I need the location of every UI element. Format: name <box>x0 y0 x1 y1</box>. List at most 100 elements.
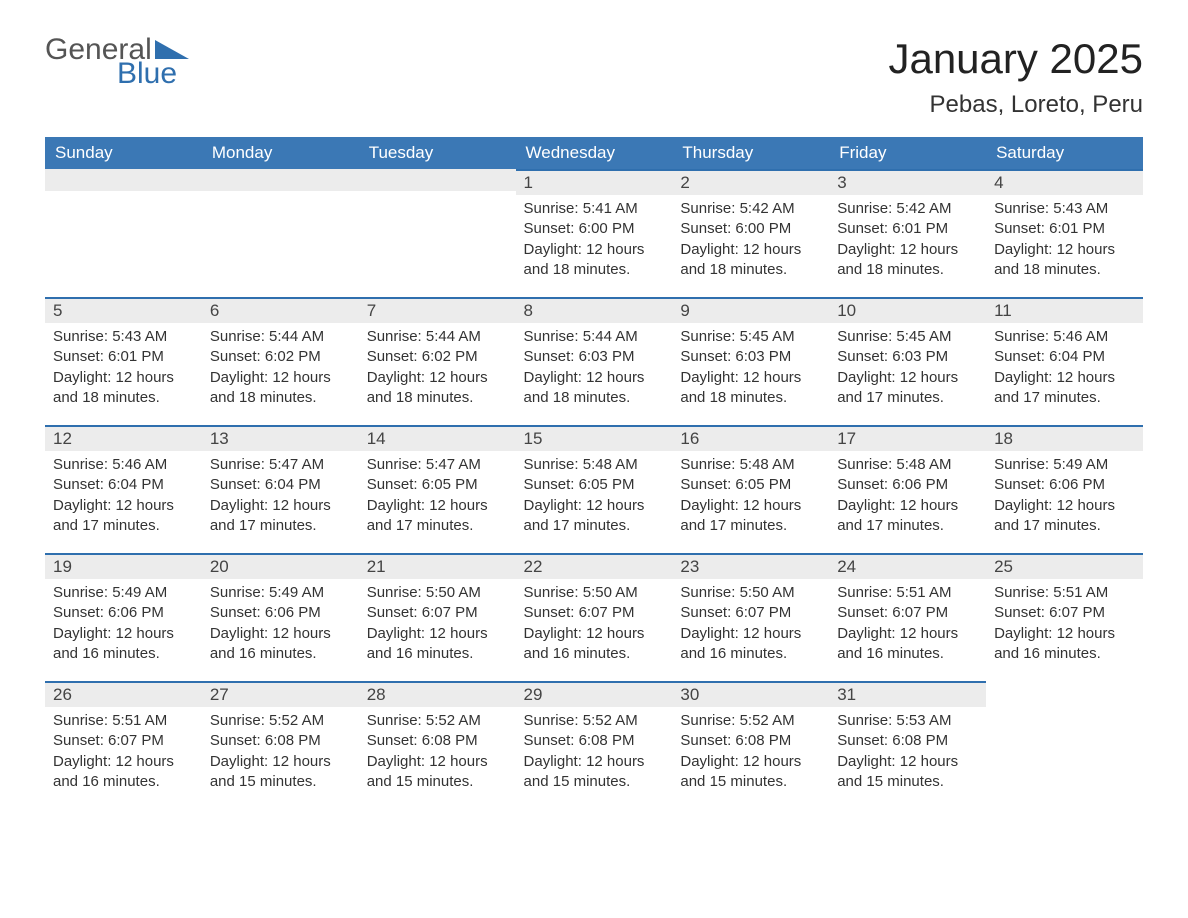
sunrise-line: Sunrise: 5:52 AM <box>210 711 351 731</box>
day-number: 8 <box>516 297 673 323</box>
daylight-line: Daylight: 12 hours and 17 minutes. <box>367 496 508 537</box>
day-number: 11 <box>986 297 1143 323</box>
sunrise-value: 5:47 AM <box>426 456 481 473</box>
day-details: Sunrise: 5:44 AMSunset: 6:03 PMDaylight:… <box>516 323 673 416</box>
sunrise-line: Sunrise: 5:52 AM <box>524 711 665 731</box>
daylight-line: Daylight: 12 hours and 16 minutes. <box>367 624 508 665</box>
sunset-value: 6:07 PM <box>1049 604 1105 621</box>
weekday-header: Wednesday <box>516 137 673 169</box>
sunrise-line: Sunrise: 5:44 AM <box>210 327 351 347</box>
sunrise-label: Sunrise: <box>53 584 112 601</box>
sunrise-line: Sunrise: 5:50 AM <box>524 583 665 603</box>
sunrise-value: 5:44 AM <box>269 328 324 345</box>
weekday-header: Tuesday <box>359 137 516 169</box>
sunrise-label: Sunrise: <box>367 584 426 601</box>
sunrise-line: Sunrise: 5:44 AM <box>367 327 508 347</box>
daylight-label: Daylight: <box>994 625 1057 642</box>
calendar-day-cell: 24Sunrise: 5:51 AMSunset: 6:07 PMDayligh… <box>829 553 986 681</box>
sunrise-value: 5:51 AM <box>1053 584 1108 601</box>
calendar-day-cell: 1Sunrise: 5:41 AMSunset: 6:00 PMDaylight… <box>516 169 673 297</box>
sunset-label: Sunset: <box>837 732 892 749</box>
sunrise-value: 5:48 AM <box>896 456 951 473</box>
sunset-label: Sunset: <box>837 220 892 237</box>
sunrise-line: Sunrise: 5:51 AM <box>994 583 1135 603</box>
sunset-value: 6:01 PM <box>1049 220 1105 237</box>
daylight-label: Daylight: <box>837 241 900 258</box>
day-details: Sunrise: 5:50 AMSunset: 6:07 PMDaylight:… <box>516 579 673 672</box>
sunrise-line: Sunrise: 5:43 AM <box>994 199 1135 219</box>
day-details: Sunrise: 5:49 AMSunset: 6:06 PMDaylight:… <box>986 451 1143 544</box>
sunset-label: Sunset: <box>53 732 108 749</box>
sunrise-value: 5:52 AM <box>426 712 481 729</box>
day-number: 13 <box>202 425 359 451</box>
day-number: 18 <box>986 425 1143 451</box>
sunset-value: 6:08 PM <box>265 732 321 749</box>
sunrise-label: Sunrise: <box>210 584 269 601</box>
day-details: Sunrise: 5:52 AMSunset: 6:08 PM Daylight:… <box>672 707 829 800</box>
sunset-line: Sunset: 6:07 PM <box>524 603 665 623</box>
calendar-day-cell: 29Sunrise: 5:52 AMSunset: 6:08 PMDayligh… <box>516 681 673 809</box>
sunrise-value: 5:44 AM <box>426 328 481 345</box>
calendar-day-cell: 13Sunrise: 5:47 AMSunset: 6:04 PMDayligh… <box>202 425 359 553</box>
sunrise-line: Sunrise: 5:44 AM <box>524 327 665 347</box>
daylight-label: Daylight: <box>524 497 587 514</box>
day-number: 25 <box>986 553 1143 579</box>
day-number: 5 <box>45 297 202 323</box>
sunrise-line: Sunrise: 5:46 AM <box>994 327 1135 347</box>
daylight-line: Daylight: 12 hours and 16 minutes. <box>53 624 194 665</box>
sunrise-line: Sunrise: 5:52 AM <box>680 711 821 731</box>
daylight-label: Daylight: <box>680 753 743 770</box>
daylight-label: Daylight: <box>837 369 900 386</box>
calendar-day-cell: 14Sunrise: 5:47 AMSunset: 6:05 PMDayligh… <box>359 425 516 553</box>
sunset-line: Sunset: 6:07 PM <box>367 603 508 623</box>
sunset-label: Sunset: <box>210 476 265 493</box>
daylight-line: Daylight: 12 hours and 17 minutes. <box>210 496 351 537</box>
logo: General Blue <box>45 35 189 89</box>
sunrise-value: 5:45 AM <box>740 328 795 345</box>
sunset-label: Sunset: <box>994 604 1049 621</box>
sunrise-label: Sunrise: <box>994 328 1053 345</box>
sunset-label: Sunset: <box>994 220 1049 237</box>
daylight-line: Daylight: 12 hours and 18 minutes. <box>53 368 194 409</box>
calendar-day-cell: 21Sunrise: 5:50 AMSunset: 6:07 PMDayligh… <box>359 553 516 681</box>
sunrise-line: Sunrise: 5:42 AM <box>837 199 978 219</box>
daylight-label: Daylight: <box>994 241 1057 258</box>
sunset-label: Sunset: <box>680 220 735 237</box>
calendar-empty-cell <box>202 169 359 297</box>
day-number: 23 <box>672 553 829 579</box>
daylight-line: Daylight: 12 hours and 16 minutes. <box>837 624 978 665</box>
calendar-empty-cell <box>359 169 516 297</box>
daylight-line: Daylight: 12 hours and 15 minutes. <box>210 752 351 793</box>
sunrise-label: Sunrise: <box>994 584 1053 601</box>
sunrise-line: Sunrise: 5:51 AM <box>53 711 194 731</box>
sunset-value: 6:03 PM <box>735 348 791 365</box>
day-details: Sunrise: 5:47 AMSunset: 6:04 PMDaylight:… <box>202 451 359 544</box>
sunset-line: Sunset: 6:07 PM <box>680 603 821 623</box>
calendar-week-row: 26Sunrise: 5:51 AMSunset: 6:07 PMDayligh… <box>45 681 1143 809</box>
sunset-line: Sunset: 6:03 PM <box>837 347 978 367</box>
sunrise-value: 5:46 AM <box>1053 328 1108 345</box>
daylight-line: Daylight: 12 hours and 18 minutes. <box>994 240 1135 281</box>
day-details: Sunrise: 5:44 AMSunset: 6:02 PMDaylight:… <box>202 323 359 416</box>
sunset-value: 6:05 PM <box>735 476 791 493</box>
sunset-value: 6:07 PM <box>892 604 948 621</box>
daylight-label: Daylight: <box>367 369 430 386</box>
daylight-line: Daylight: 12 hours and 17 minutes. <box>837 368 978 409</box>
sunset-line: Sunset: 6:08 PM <box>680 731 821 751</box>
sunrise-line: Sunrise: 5:47 AM <box>367 455 508 475</box>
sunset-value: 6:02 PM <box>265 348 321 365</box>
sunset-value: 6:07 PM <box>108 732 164 749</box>
sunrise-label: Sunrise: <box>524 200 583 217</box>
sunset-label: Sunset: <box>210 732 265 749</box>
calendar-day-cell: 23Sunrise: 5:50 AMSunset: 6:07 PMDayligh… <box>672 553 829 681</box>
sunrise-label: Sunrise: <box>53 456 112 473</box>
calendar-day-cell: 27Sunrise: 5:52 AMSunset: 6:08 PMDayligh… <box>202 681 359 809</box>
day-details: Sunrise: 5:44 AMSunset: 6:02 PMDaylight:… <box>359 323 516 416</box>
sunrise-value: 5:53 AM <box>896 712 951 729</box>
daylight-line: Daylight: 12 hours and 18 minutes. <box>367 368 508 409</box>
calendar-day-cell: 6Sunrise: 5:44 AMSunset: 6:02 PMDaylight… <box>202 297 359 425</box>
daylight-line: Daylight: 12 hours and 16 minutes. <box>53 752 194 793</box>
sunset-label: Sunset: <box>524 604 579 621</box>
calendar-day-cell: 31Sunrise: 5:53 AMSunset: 6:08 PMDayligh… <box>829 681 986 809</box>
sunrise-label: Sunrise: <box>994 456 1053 473</box>
